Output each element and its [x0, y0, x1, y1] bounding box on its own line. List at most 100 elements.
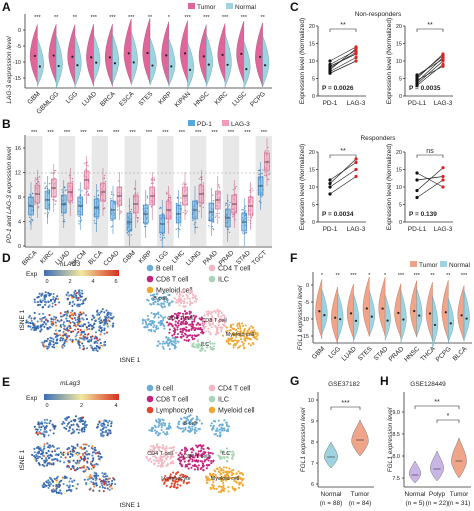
cell-point — [169, 455, 172, 458]
cell-point — [36, 446, 39, 449]
cell-point — [97, 455, 100, 458]
data-point — [199, 176, 202, 179]
y-tick-label: 7 — [311, 461, 314, 467]
cell-point — [223, 487, 226, 490]
data-point — [50, 172, 53, 174]
cell-point — [73, 303, 76, 306]
cell-point — [82, 318, 85, 321]
cell-point — [154, 426, 157, 429]
data-point — [153, 179, 155, 181]
cell-point — [214, 433, 217, 436]
cell-point — [201, 462, 205, 465]
cell-point — [230, 337, 233, 340]
cell-point — [56, 295, 59, 298]
cell-point — [193, 300, 196, 303]
cell-point — [193, 334, 196, 337]
cell-point — [93, 322, 96, 325]
cell-point — [190, 336, 194, 339]
cell-point — [160, 428, 163, 432]
cell-point — [96, 339, 99, 342]
legend-swatch — [208, 384, 216, 392]
cell-point — [76, 463, 79, 466]
cell-point — [157, 464, 160, 468]
cell-point — [164, 454, 167, 457]
violin — [324, 441, 338, 469]
cell-point — [155, 293, 158, 296]
cell-point — [165, 297, 169, 300]
cell-point — [234, 339, 237, 342]
cell-point — [172, 446, 175, 449]
cell-point — [185, 336, 189, 339]
cell-point — [63, 325, 66, 328]
cell-point — [66, 319, 69, 323]
cell-point — [94, 449, 97, 452]
cell-point — [77, 457, 80, 460]
y-tick-label: 5 — [399, 77, 402, 83]
cell-point — [213, 310, 216, 313]
cell-point — [176, 336, 179, 339]
cell-point — [107, 428, 110, 432]
violin — [351, 419, 369, 457]
cell-point — [52, 318, 55, 321]
data-point — [232, 216, 234, 218]
cell-point — [227, 453, 230, 456]
legend-label: CD4 T cell — [218, 266, 251, 273]
cell-point — [71, 340, 74, 343]
median-point — [444, 311, 447, 314]
cell-point — [254, 331, 257, 334]
cell-point — [40, 325, 43, 328]
cell-point — [45, 340, 48, 343]
cell-point — [81, 423, 85, 426]
y-tick-label: 15 — [396, 42, 402, 48]
cell-point — [200, 316, 203, 319]
cell-point — [191, 458, 194, 461]
cell-point — [67, 451, 70, 454]
cell-point — [104, 431, 107, 434]
cell-point — [238, 333, 241, 336]
data-point — [97, 194, 99, 197]
cell-point — [161, 342, 164, 345]
data-point — [212, 194, 214, 196]
cell-point — [193, 328, 196, 332]
cell-point — [81, 289, 84, 292]
cell-point — [75, 428, 79, 431]
cell-point — [211, 426, 215, 429]
point-baseline — [415, 78, 419, 82]
cell-point — [67, 489, 70, 492]
cell-point — [188, 288, 191, 291]
point-lag3 — [441, 174, 445, 179]
cell-point — [97, 345, 100, 348]
cell-point — [211, 452, 214, 455]
cell-point — [106, 313, 109, 316]
significance-label: ** — [340, 22, 346, 29]
tsne-y-label: tSNE 1 — [19, 309, 26, 330]
cell-point — [250, 331, 253, 334]
data-point — [93, 196, 96, 198]
cell-point — [206, 457, 209, 460]
cell-point — [206, 476, 209, 479]
cell-point — [86, 478, 89, 481]
cell-point — [34, 456, 37, 459]
p-value: P = 0.139 — [409, 211, 437, 218]
cell-point — [237, 486, 241, 489]
cell-point — [100, 456, 103, 459]
cell-point — [188, 422, 192, 425]
cell-point — [170, 453, 173, 457]
cell-point — [36, 325, 39, 328]
cell-point — [231, 457, 234, 460]
violin-normal — [432, 295, 439, 348]
cell-point — [196, 322, 200, 325]
cell-point — [204, 349, 207, 352]
pair-line — [329, 50, 357, 65]
cell-point — [49, 341, 52, 345]
cell-point — [217, 313, 220, 316]
violin-tumor — [123, 18, 132, 85]
cell-point — [209, 451, 212, 454]
cell-point — [182, 481, 185, 484]
cell-point — [170, 316, 173, 319]
cell-point — [92, 326, 95, 329]
cell-point — [227, 486, 230, 489]
cell-point — [190, 429, 193, 432]
cell-point — [103, 341, 106, 344]
